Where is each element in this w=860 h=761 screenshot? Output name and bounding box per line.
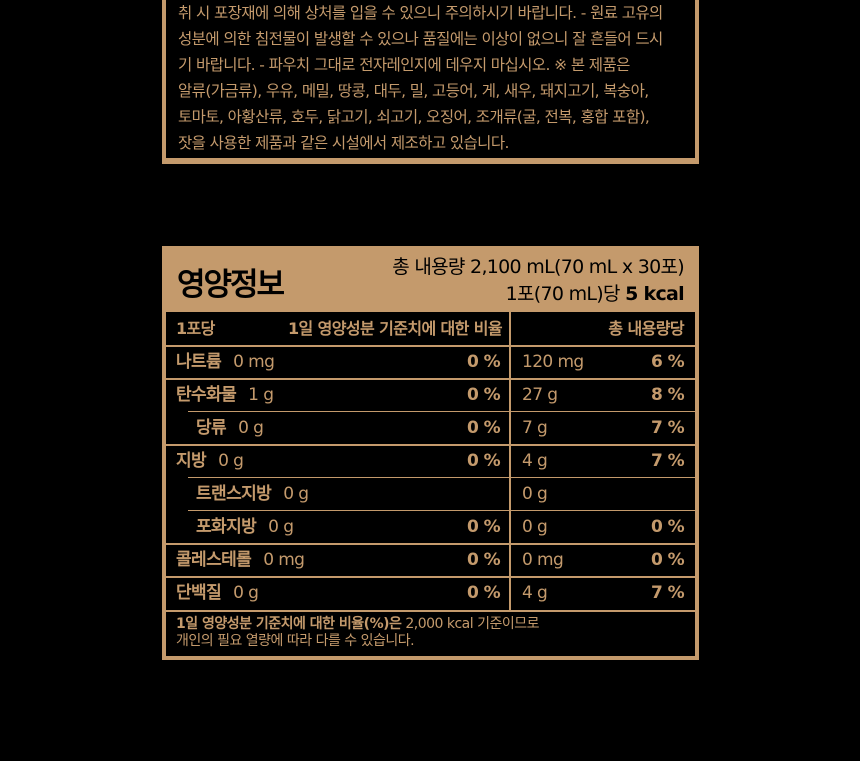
table-header: 1포당 1일 영양성분 기준치에 대한 비율 총 내용량당 bbox=[166, 314, 695, 344]
footnote-line2: 개인의 필요 열량에 따라 다를 수 있습니다. bbox=[176, 633, 415, 649]
table-row: 나트륨 0 mg 0 % 120 mg 6 % bbox=[166, 347, 695, 377]
divider bbox=[188, 477, 695, 478]
notice-line: 잣을 사용한 제품과 같은 시설에서 제조하고 있습니다. bbox=[178, 134, 509, 152]
divider bbox=[188, 510, 695, 511]
table-row: 지방 0 g 0 % 4 g 7 % bbox=[166, 446, 695, 476]
nutrition-facts-panel: 영양정보 총 내용량 2,100 mL(70 mL x 30포) 1포(70 m… bbox=[162, 246, 699, 660]
divider bbox=[166, 543, 695, 545]
notice-line: 알류(가금류), 우유, 메밀, 땅콩, 대두, 밀, 고등어, 게, 새우, … bbox=[178, 82, 649, 100]
divider bbox=[166, 378, 695, 380]
nutrient-name: 포화지방 bbox=[196, 517, 257, 537]
total-amount: 0 g bbox=[522, 484, 548, 504]
notice-line: 토마토, 아황산류, 호두, 닭고기, 쇠고기, 오징어, 조개류(굴, 전복,… bbox=[178, 108, 650, 126]
nutrient-amount: 0 g bbox=[218, 451, 244, 471]
divider bbox=[166, 345, 695, 347]
nutrient-name: 탄수화물 bbox=[176, 385, 237, 405]
nutrient-pct: 0 % bbox=[467, 418, 501, 438]
nutrient-cell: 트랜스지방 0 g bbox=[196, 479, 309, 509]
total-amount: 0 mg bbox=[522, 550, 564, 570]
nutrient-amount: 0 g bbox=[233, 583, 259, 603]
total-amount: 7 g bbox=[522, 418, 548, 438]
nutrient-amount: 0 g bbox=[283, 484, 309, 504]
table-row: 탄수화물 1 g 0 % 27 g 8 % bbox=[166, 380, 695, 410]
table-row: 단백질 0 g 0 % 4 g 7 % bbox=[166, 578, 695, 608]
nutrient-amount: 0 g bbox=[268, 517, 294, 537]
total-amount: 0 g bbox=[522, 517, 548, 537]
total-amount: 120 mg bbox=[522, 352, 584, 372]
nutrient-name: 단백질 bbox=[176, 583, 222, 603]
footnote: 1일 영양성분 기준치에 대한 비율(%)은 2,000 kcal 기준이므로 … bbox=[176, 616, 539, 650]
table-row: 트랜스지방 0 g 0 g bbox=[166, 479, 695, 509]
total-pct: 0 % bbox=[651, 550, 685, 570]
notice-line: 기 바랍니다. - 파우치 그대로 전자레인지에 데우지 마십시오. ※ 본 제… bbox=[178, 56, 630, 74]
total-volume: 총 내용량 2,100 mL(70 mL x 30포) bbox=[392, 256, 684, 278]
nutrient-name: 콜레스테롤 bbox=[176, 550, 252, 570]
per-serving-kcal: 5 kcal bbox=[625, 283, 685, 305]
total-pct: 7 % bbox=[651, 418, 685, 438]
table-row: 포화지방 0 g 0 % 0 g 0 % bbox=[166, 512, 695, 542]
notice-line: 성분에 의한 침전물이 발생할 수 있으나 품질에는 이상이 없으니 잘 흔들어… bbox=[178, 30, 663, 48]
total-pct: 7 % bbox=[651, 451, 685, 471]
nutrition-table: 1포당 1일 영양성분 기준치에 대한 비율 총 내용량당 나트륨 0 mg 0 %… bbox=[166, 312, 695, 656]
nutrient-pct bbox=[426, 479, 500, 509]
nutrient-cell: 탄수화물 1 g bbox=[176, 380, 274, 410]
per-serving: 1포(70 mL)당 5 kcal bbox=[392, 281, 685, 308]
nutrient-name: 당류 bbox=[196, 418, 227, 438]
table-row: 콜레스테롤 0 mg 0 % 0 mg 0 % bbox=[166, 545, 695, 575]
total-pct: 7 % bbox=[651, 583, 685, 603]
divider bbox=[166, 610, 695, 612]
total-pct bbox=[606, 479, 684, 509]
nutrient-pct: 0 % bbox=[467, 352, 501, 372]
total-pct: 8 % bbox=[651, 385, 685, 405]
allergy-notice-box: 취 시 포장재에 의해 상처를 입을 수 있으니 주의하시기 바랍니다. - 원… bbox=[162, 0, 699, 164]
total-amount: 4 g bbox=[522, 451, 548, 471]
nutrient-cell: 단백질 0 g bbox=[176, 578, 259, 608]
footnote-rest: 2,000 kcal 기준이므로 bbox=[401, 616, 539, 632]
total-pct: 6 % bbox=[651, 352, 685, 372]
nutrient-amount: 0 g bbox=[238, 418, 264, 438]
nutrient-pct: 0 % bbox=[467, 517, 501, 537]
nutrient-cell: 나트륨 0 mg bbox=[176, 347, 275, 377]
notice-line: 취 시 포장재에 의해 상처를 입을 수 있으니 주의하시기 바랍니다. - 원… bbox=[178, 4, 663, 22]
column-divider bbox=[509, 312, 511, 610]
nutrient-cell: 포화지방 0 g bbox=[196, 512, 294, 542]
table-row: 당류 0 g 0 % 7 g 7 % bbox=[166, 413, 695, 443]
divider bbox=[166, 444, 695, 446]
header-per-pack: 1포당 bbox=[176, 319, 215, 338]
nutrient-pct: 0 % bbox=[467, 385, 501, 405]
divider bbox=[166, 576, 695, 578]
total-amount: 4 g bbox=[522, 583, 548, 603]
total-volume-block: 총 내용량 2,100 mL(70 mL x 30포) 1포(70 mL)당 5… bbox=[392, 254, 684, 308]
nutrient-pct: 0 % bbox=[467, 583, 501, 603]
nutrition-title: 영양정보 bbox=[177, 267, 285, 303]
footnote-bold: 1일 영양성분 기준치에 대한 비율(%)은 bbox=[176, 616, 402, 632]
nutrient-cell: 지방 0 g bbox=[176, 446, 244, 476]
header-per-total: 총 내용량당 bbox=[608, 319, 684, 338]
nutrient-amount: 0 mg bbox=[263, 550, 305, 570]
divider bbox=[188, 411, 695, 412]
total-amount: 27 g bbox=[522, 385, 558, 405]
nutrient-amount: 1 g bbox=[248, 385, 274, 405]
allergy-notice-text: 취 시 포장재에 의해 상처를 입을 수 있으니 주의하시기 바랍니다. - 원… bbox=[166, 0, 695, 158]
nutrient-pct: 0 % bbox=[467, 550, 501, 570]
header-daily-ratio: 1일 영양성분 기준치에 대한 비율 bbox=[288, 319, 503, 338]
nutrient-name: 나트륨 bbox=[176, 352, 222, 372]
nutrient-cell: 콜레스테롤 0 mg bbox=[176, 545, 305, 575]
nutrient-name: 지방 bbox=[176, 451, 207, 471]
nutrient-name: 트랜스지방 bbox=[196, 484, 272, 504]
nutrient-pct: 0 % bbox=[467, 451, 501, 471]
per-serving-label: 1포(70 mL)당 bbox=[505, 283, 626, 305]
nutrient-cell: 당류 0 g bbox=[196, 413, 264, 443]
nutrient-amount: 0 mg bbox=[233, 352, 275, 372]
total-pct: 0 % bbox=[651, 517, 685, 537]
